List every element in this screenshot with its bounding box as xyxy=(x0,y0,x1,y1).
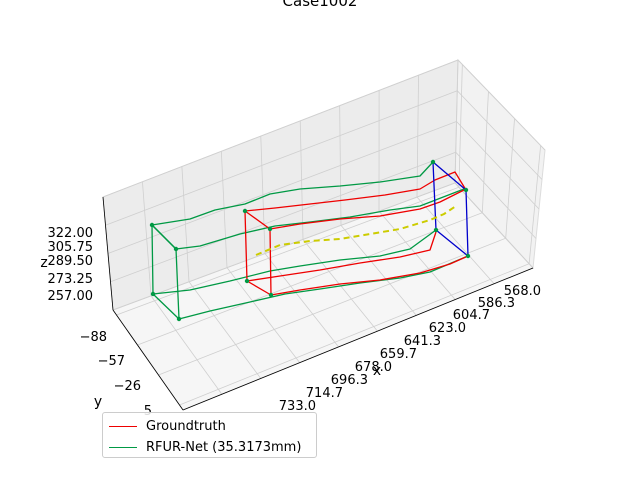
y-tick-label: 5 xyxy=(144,404,152,419)
x-tick-label: 604.7 xyxy=(453,308,490,323)
trace-end-marker xyxy=(268,292,274,298)
rfur-net-edge xyxy=(152,229,437,295)
tick-labels: 568.0586.3604.7623.0641.3659.7678.0696.3… xyxy=(48,226,542,419)
legend-swatch-rfur-net xyxy=(109,446,137,448)
rfur-net-edge xyxy=(175,188,465,250)
legend-item-rfur-net: RFUR-Net (35.3173mm) xyxy=(109,437,301,457)
trace-end-marker xyxy=(149,222,155,228)
x-tick-label: 714.7 xyxy=(306,386,343,401)
z-tick-label: 305.75 xyxy=(48,240,94,255)
trace-end-marker xyxy=(463,187,469,193)
trace-end-marker xyxy=(244,278,250,284)
x-tick-label: 696.3 xyxy=(331,373,368,388)
legend-item-groundtruth: Groundtruth xyxy=(109,416,226,436)
z-axis-line xyxy=(102,196,114,311)
x-tick-label: 568.0 xyxy=(504,284,541,299)
legend: Groundtruth RFUR-Net (35.3173mm) xyxy=(102,412,317,458)
grid-line-z xyxy=(105,90,543,226)
z-tick-label: 257.00 xyxy=(48,289,94,304)
y-axis-label: y xyxy=(94,394,102,410)
y-tick-label: −57 xyxy=(98,354,125,369)
x-tick-label: 586.3 xyxy=(478,296,515,311)
trace-end-marker xyxy=(150,291,156,297)
rfur-net-edge xyxy=(178,255,469,320)
series-traces xyxy=(149,159,471,322)
rfur-net-end-face xyxy=(151,224,177,250)
x-tick-label: 659.7 xyxy=(380,347,417,362)
grid-line-z xyxy=(107,121,540,254)
legend-swatch-groundtruth xyxy=(109,425,137,427)
grid-line-z xyxy=(102,59,546,198)
grid-lines xyxy=(102,59,546,411)
x-tick-label: 733.0 xyxy=(279,399,316,414)
y-tick-label: −26 xyxy=(114,379,141,394)
z-tick-label: 322.00 xyxy=(48,226,94,241)
x-tick-label: 623.0 xyxy=(429,321,466,336)
trace-end-marker xyxy=(433,227,439,233)
z-axis-label: z xyxy=(40,255,47,271)
y-tick-label: −88 xyxy=(80,330,107,345)
y-axis-line xyxy=(112,309,184,411)
trace-end-marker xyxy=(242,208,248,214)
back-panes xyxy=(102,58,546,411)
x-axis-line xyxy=(182,267,534,411)
rfur-net-edge xyxy=(151,161,434,226)
trace-end-marker xyxy=(176,316,182,322)
trace-end-marker xyxy=(465,253,471,259)
z-tick-label: 289.50 xyxy=(48,254,94,269)
x-tick-label: 641.3 xyxy=(404,334,441,349)
legend-label-groundtruth: Groundtruth xyxy=(146,418,226,434)
axis-lines xyxy=(102,196,534,411)
x-tick-label: 678.0 xyxy=(355,360,392,375)
x-axis-label: x xyxy=(373,363,381,379)
grid-line-z xyxy=(112,182,534,311)
trace-end-marker xyxy=(173,246,179,252)
legend-label-rfur-net: RFUR-Net (35.3173mm) xyxy=(146,439,302,455)
trace-end-marker xyxy=(267,226,273,232)
trace-end-marker xyxy=(430,159,436,165)
groundtruth-edge xyxy=(246,231,437,282)
groundtruth-edge xyxy=(270,255,469,296)
chart-title: Case1002 xyxy=(283,0,358,10)
z-tick-label: 273.25 xyxy=(48,272,94,287)
groundtruth-edge xyxy=(269,189,465,230)
